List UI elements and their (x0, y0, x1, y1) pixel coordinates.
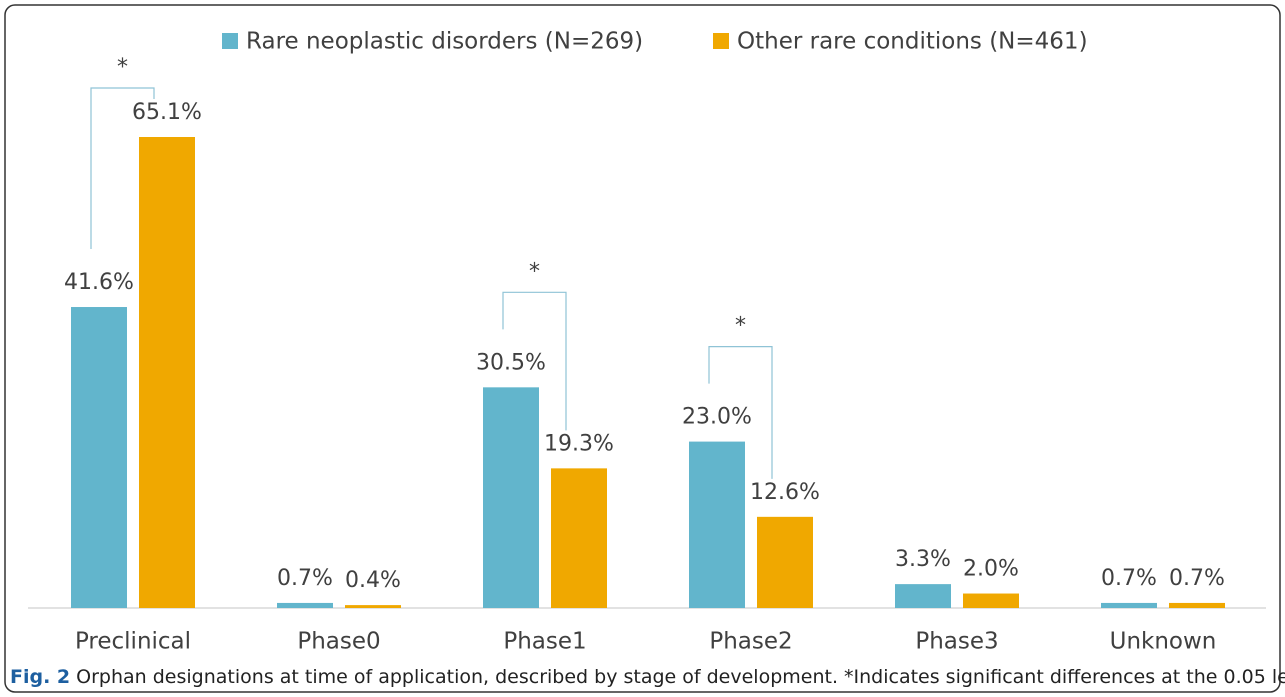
legend-swatch (222, 33, 238, 49)
bar (757, 516, 813, 608)
bar (895, 584, 951, 608)
significance-bracket (502, 291, 567, 431)
data-label: 0.4% (345, 568, 401, 593)
bar (71, 307, 127, 608)
data-label: 2.0% (963, 557, 1019, 582)
significance-bracket (90, 87, 155, 250)
x-tick-label: Unknown (1110, 629, 1217, 655)
bar (1169, 602, 1225, 608)
data-label: 23.0% (682, 405, 752, 430)
caption-label: Fig. 2 (10, 666, 70, 688)
data-label: 0.7% (1101, 566, 1157, 591)
bar (483, 387, 539, 608)
data-label: 65.1% (132, 100, 202, 125)
data-label: 0.7% (277, 566, 333, 591)
significance-marker: * (735, 314, 746, 339)
x-tick-label: Preclinical (75, 629, 191, 655)
bar (345, 605, 401, 608)
significance-marker: * (529, 259, 540, 284)
bar (689, 441, 745, 608)
bar (963, 593, 1019, 608)
bar (1101, 602, 1157, 608)
x-tick-label: Phase2 (709, 629, 792, 655)
x-tick-label: Phase1 (503, 629, 586, 655)
bar (139, 137, 195, 608)
significance-bracket (708, 345, 773, 479)
data-label: 30.5% (476, 350, 546, 375)
significance-marker: * (117, 55, 128, 80)
data-label: 41.6% (64, 270, 134, 295)
data-label: 0.7% (1169, 566, 1225, 591)
data-label: 3.3% (895, 547, 951, 572)
data-label: 19.3% (544, 431, 614, 456)
data-label: 12.6% (750, 480, 820, 505)
bar (277, 602, 333, 608)
legend-swatch (713, 33, 729, 49)
bar (551, 468, 607, 608)
caption-text: Orphan designations at time of applicati… (76, 666, 1285, 688)
frame (4, 4, 1281, 693)
x-tick-label: Phase3 (915, 629, 998, 655)
legend-label: Other rare conditions (N=461) (737, 29, 1088, 55)
caption: Fig. 2 Orphan designations at time of app… (10, 666, 1285, 688)
legend-label: Rare neoplastic disorders (N=269) (246, 29, 643, 55)
x-tick-label: Phase0 (297, 629, 380, 655)
